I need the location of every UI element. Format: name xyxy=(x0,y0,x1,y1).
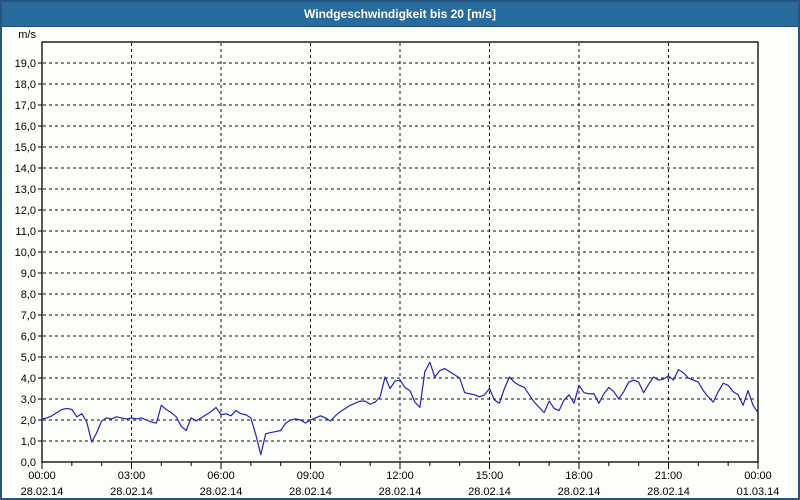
x-tick-time-label: 15:00 xyxy=(476,470,504,482)
x-tick-date-label: 01.03.14 xyxy=(737,486,780,498)
x-tick-date-label: 28.02.14 xyxy=(110,486,153,498)
chart-title: Windgeschwindigkeit bis 20 [m/s] xyxy=(304,7,496,21)
chart-area: m/s 0,0 1,0 2,0 3,0 4,0 5,0 6,0 7,0 8,0 9,0 10,0 11,… xyxy=(2,27,798,498)
y-tick-label: 19,0 xyxy=(15,58,36,70)
y-tick-label: 13,0 xyxy=(15,184,36,196)
x-tick-date-label: 28.02.14 xyxy=(558,486,601,498)
x-tick-date-label: 28.02.14 xyxy=(200,486,243,498)
y-tick-label: 10,0 xyxy=(15,247,36,259)
x-tick-date-label: 28.02.14 xyxy=(647,486,690,498)
data-line xyxy=(41,361,759,456)
x-tick-time-label: 00:00 xyxy=(744,470,772,482)
x-tick-date-label: 28.02.14 xyxy=(21,486,64,498)
y-tick-label: 3,0 xyxy=(21,394,36,406)
x-tick-time-label: 21:00 xyxy=(655,470,683,482)
y-tick-label: 0,0 xyxy=(21,457,36,469)
gridlines xyxy=(43,43,757,461)
y-tick-label: 8,0 xyxy=(21,289,36,301)
y-tick-label: 2,0 xyxy=(21,415,36,427)
x-axis-labels: 00:00 28.02.14 03:00 28.02.14 06:00 28.02.14 0… xyxy=(21,470,780,498)
y-tick-label: 14,0 xyxy=(15,163,36,175)
y-tick-label: 17,0 xyxy=(15,100,36,112)
x-tick-time-label: 00:00 xyxy=(28,470,56,482)
y-tick-label: 9,0 xyxy=(21,268,36,280)
title-bar: Windgeschwindigkeit bis 20 [m/s] xyxy=(2,2,798,27)
y-tick-label: 1,0 xyxy=(21,436,36,448)
x-tick-time-label: 12:00 xyxy=(386,470,414,482)
y-tick-label: 5,0 xyxy=(21,352,36,364)
x-tick-date-label: 28.02.14 xyxy=(379,486,422,498)
y-tick-label: 6,0 xyxy=(21,331,36,343)
x-tick-date-label: 28.02.14 xyxy=(289,486,332,498)
y-tick-label: 11,0 xyxy=(15,226,36,238)
x-tick-time-label: 03:00 xyxy=(118,470,146,482)
y-axis-unit-label: m/s xyxy=(18,29,36,41)
x-tick-time-label: 06:00 xyxy=(207,470,235,482)
y-tick-label: 4,0 xyxy=(21,373,36,385)
y-tick-label: 15,0 xyxy=(15,142,36,154)
x-tick-date-label: 28.02.14 xyxy=(468,486,511,498)
y-tick-label: 18,0 xyxy=(15,79,36,91)
x-tick-time-label: 09:00 xyxy=(297,470,325,482)
y-tick-label: 16,0 xyxy=(15,121,36,133)
y-tick-label: 12,0 xyxy=(15,205,36,217)
axis-ticks xyxy=(38,62,759,469)
x-tick-time-label: 18:00 xyxy=(565,470,593,482)
y-axis-labels: m/s 0,0 1,0 2,0 3,0 4,0 5,0 6,0 7,0 8,0 9,0 10,0 11,… xyxy=(15,29,37,469)
wind-speed-chart: m/s 0,0 1,0 2,0 3,0 4,0 5,0 6,0 7,0 8,0 9,0 10,0 11,… xyxy=(15,29,780,498)
y-tick-label: 7,0 xyxy=(21,310,36,322)
